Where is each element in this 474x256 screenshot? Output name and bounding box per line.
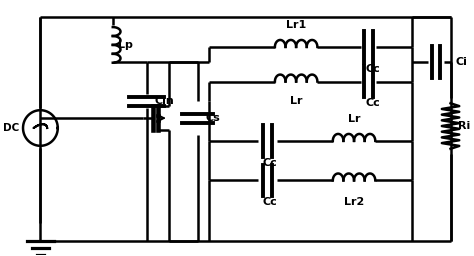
Text: Lr2: Lr2 [344, 197, 364, 207]
Text: Ci: Ci [456, 57, 467, 67]
Text: Cin: Cin [154, 96, 174, 106]
Text: DC: DC [3, 123, 19, 133]
Text: Cc: Cc [263, 158, 277, 168]
Text: Ri: Ri [458, 121, 471, 131]
Text: Cs: Cs [205, 113, 220, 123]
Text: Lr: Lr [290, 96, 302, 106]
Text: Lp: Lp [118, 40, 132, 50]
Text: Cc: Cc [366, 98, 381, 108]
Text: Cc: Cc [366, 64, 381, 74]
Text: Lr: Lr [348, 114, 360, 124]
Text: Cc: Cc [263, 197, 277, 207]
Text: Lr1: Lr1 [286, 20, 306, 30]
